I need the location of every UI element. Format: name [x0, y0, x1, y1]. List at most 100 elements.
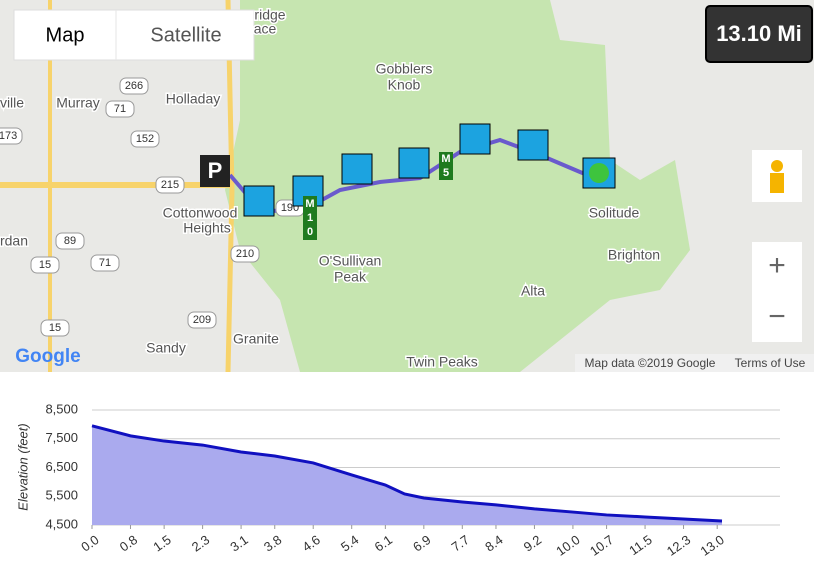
place-label: ridge — [254, 7, 285, 23]
water-icon — [341, 153, 373, 185]
x-tick-label: 0.0 — [78, 532, 101, 555]
road-number: 152 — [136, 133, 154, 145]
x-tick-label: 12.3 — [664, 532, 693, 559]
place-label: rdan — [0, 233, 28, 249]
x-tick-label: 3.8 — [261, 532, 284, 555]
elevation-area — [92, 425, 722, 525]
road-shield — [119, 77, 149, 95]
road-shield — [30, 256, 60, 274]
y-tick-label: 7,500 — [45, 430, 78, 445]
place-label: ville — [0, 95, 24, 111]
distance: 13.10 Mi — [716, 21, 802, 46]
attribution-bg — [575, 354, 814, 372]
control-box — [13, 9, 255, 61]
road-shield — [155, 176, 185, 194]
x-tick-label: 11.5 — [626, 532, 655, 558]
x-tick-label: 7.7 — [449, 532, 472, 555]
zoom-in[interactable]: + — [768, 249, 786, 282]
x-tick-label: 0.8 — [117, 532, 140, 555]
parking-icon — [200, 155, 230, 187]
place-label: Gobblers — [376, 61, 433, 77]
road-shield — [230, 245, 260, 263]
distance-box — [705, 5, 813, 63]
road-number: 15 — [39, 259, 51, 271]
road-number: 173 — [0, 130, 17, 142]
x-tick-label: 6.9 — [410, 532, 433, 555]
x-tick-label: 6.1 — [372, 532, 395, 555]
road-shield — [105, 100, 135, 118]
road-number: 215 — [161, 179, 179, 191]
x-tick-label: 5.4 — [338, 532, 361, 555]
x-tick-label: 13.0 — [698, 532, 727, 559]
place-label: Sandy — [146, 340, 186, 356]
road-shield — [187, 311, 217, 329]
road-number: 209 — [193, 314, 211, 326]
place-label: O'Sullivan — [319, 253, 382, 269]
place-label: Twin Peaks — [406, 354, 478, 370]
x-tick-label: 4.6 — [300, 532, 323, 555]
x-tick-label: 9.2 — [521, 532, 544, 555]
place-label: Cottonwood — [163, 205, 238, 221]
road-shield — [40, 319, 70, 337]
place-label: Peak — [334, 269, 367, 285]
road-shield — [0, 127, 23, 145]
satellite-button[interactable]: Satellite — [150, 24, 221, 46]
x-tick-label: 3.1 — [227, 532, 250, 555]
y-tick-label: 8,500 — [45, 401, 78, 416]
road-number: 71 — [114, 103, 126, 115]
pegman-body — [770, 173, 784, 193]
attribution: Map data ©2019 Google — [585, 356, 716, 370]
park — [225, 0, 690, 372]
road-number: 210 — [236, 248, 254, 260]
markers: P M 1 0 M 5 — [200, 123, 616, 240]
map-type-control: Map Satellite — [13, 9, 255, 61]
road-shield — [55, 232, 85, 250]
milestone-box — [439, 152, 453, 180]
road-shield — [130, 130, 160, 148]
place-label: Brighton — [608, 247, 660, 263]
map-button[interactable]: Map — [46, 24, 85, 46]
milestone-label: 1 — [307, 212, 313, 224]
water-icon — [459, 123, 491, 155]
elevation-chart: Elevation (feet) 4,500 5,500 6,500 7,500 8,5… — [15, 401, 780, 559]
place-label: Alta — [521, 283, 545, 299]
milestone-box — [303, 196, 317, 240]
google-logo: Google — [15, 346, 80, 367]
x-tick-label: 1.5 — [150, 532, 173, 555]
zoom-out[interactable]: − — [768, 300, 786, 333]
y-tick-label: 4,500 — [45, 516, 78, 531]
water-icon — [243, 185, 275, 217]
x-tick-label: 8.4 — [482, 532, 505, 555]
milestone-label: 5 — [443, 167, 449, 179]
milestone-label: 0 — [307, 226, 313, 238]
place-label: ace — [254, 21, 277, 37]
place-label: Granite — [233, 331, 279, 347]
place-label: Heights — [183, 220, 230, 236]
y-tick-label: 6,500 — [45, 459, 78, 474]
x-tick-label: 10.0 — [553, 532, 582, 559]
water-icon — [517, 129, 549, 161]
road — [225, 0, 235, 373]
place-label: Solitude — [589, 205, 640, 221]
runner-icon — [589, 163, 609, 183]
road-number: 15 — [49, 322, 61, 334]
terms-link[interactable]: Terms of Use — [735, 356, 806, 370]
map: Map Satellite 13.10 Mi Murray Holladay Cot… — [0, 0, 814, 373]
zoom-control — [752, 242, 802, 342]
elevation-line — [91, 424, 723, 523]
milestone-label: M — [441, 153, 450, 165]
y-tick-label: 5,500 — [45, 488, 78, 503]
road-number: 71 — [99, 257, 111, 269]
road-shield — [90, 254, 120, 272]
pegman-head — [771, 160, 783, 172]
place-label: Holladay — [166, 91, 220, 107]
place-label: Murray — [56, 95, 100, 111]
y-axis-label: Elevation (feet) — [15, 423, 30, 510]
milestone-label: M — [305, 198, 314, 210]
parking-letter: P — [208, 158, 223, 183]
road-number: 266 — [125, 80, 143, 92]
x-tick-label: 10.7 — [587, 532, 616, 559]
